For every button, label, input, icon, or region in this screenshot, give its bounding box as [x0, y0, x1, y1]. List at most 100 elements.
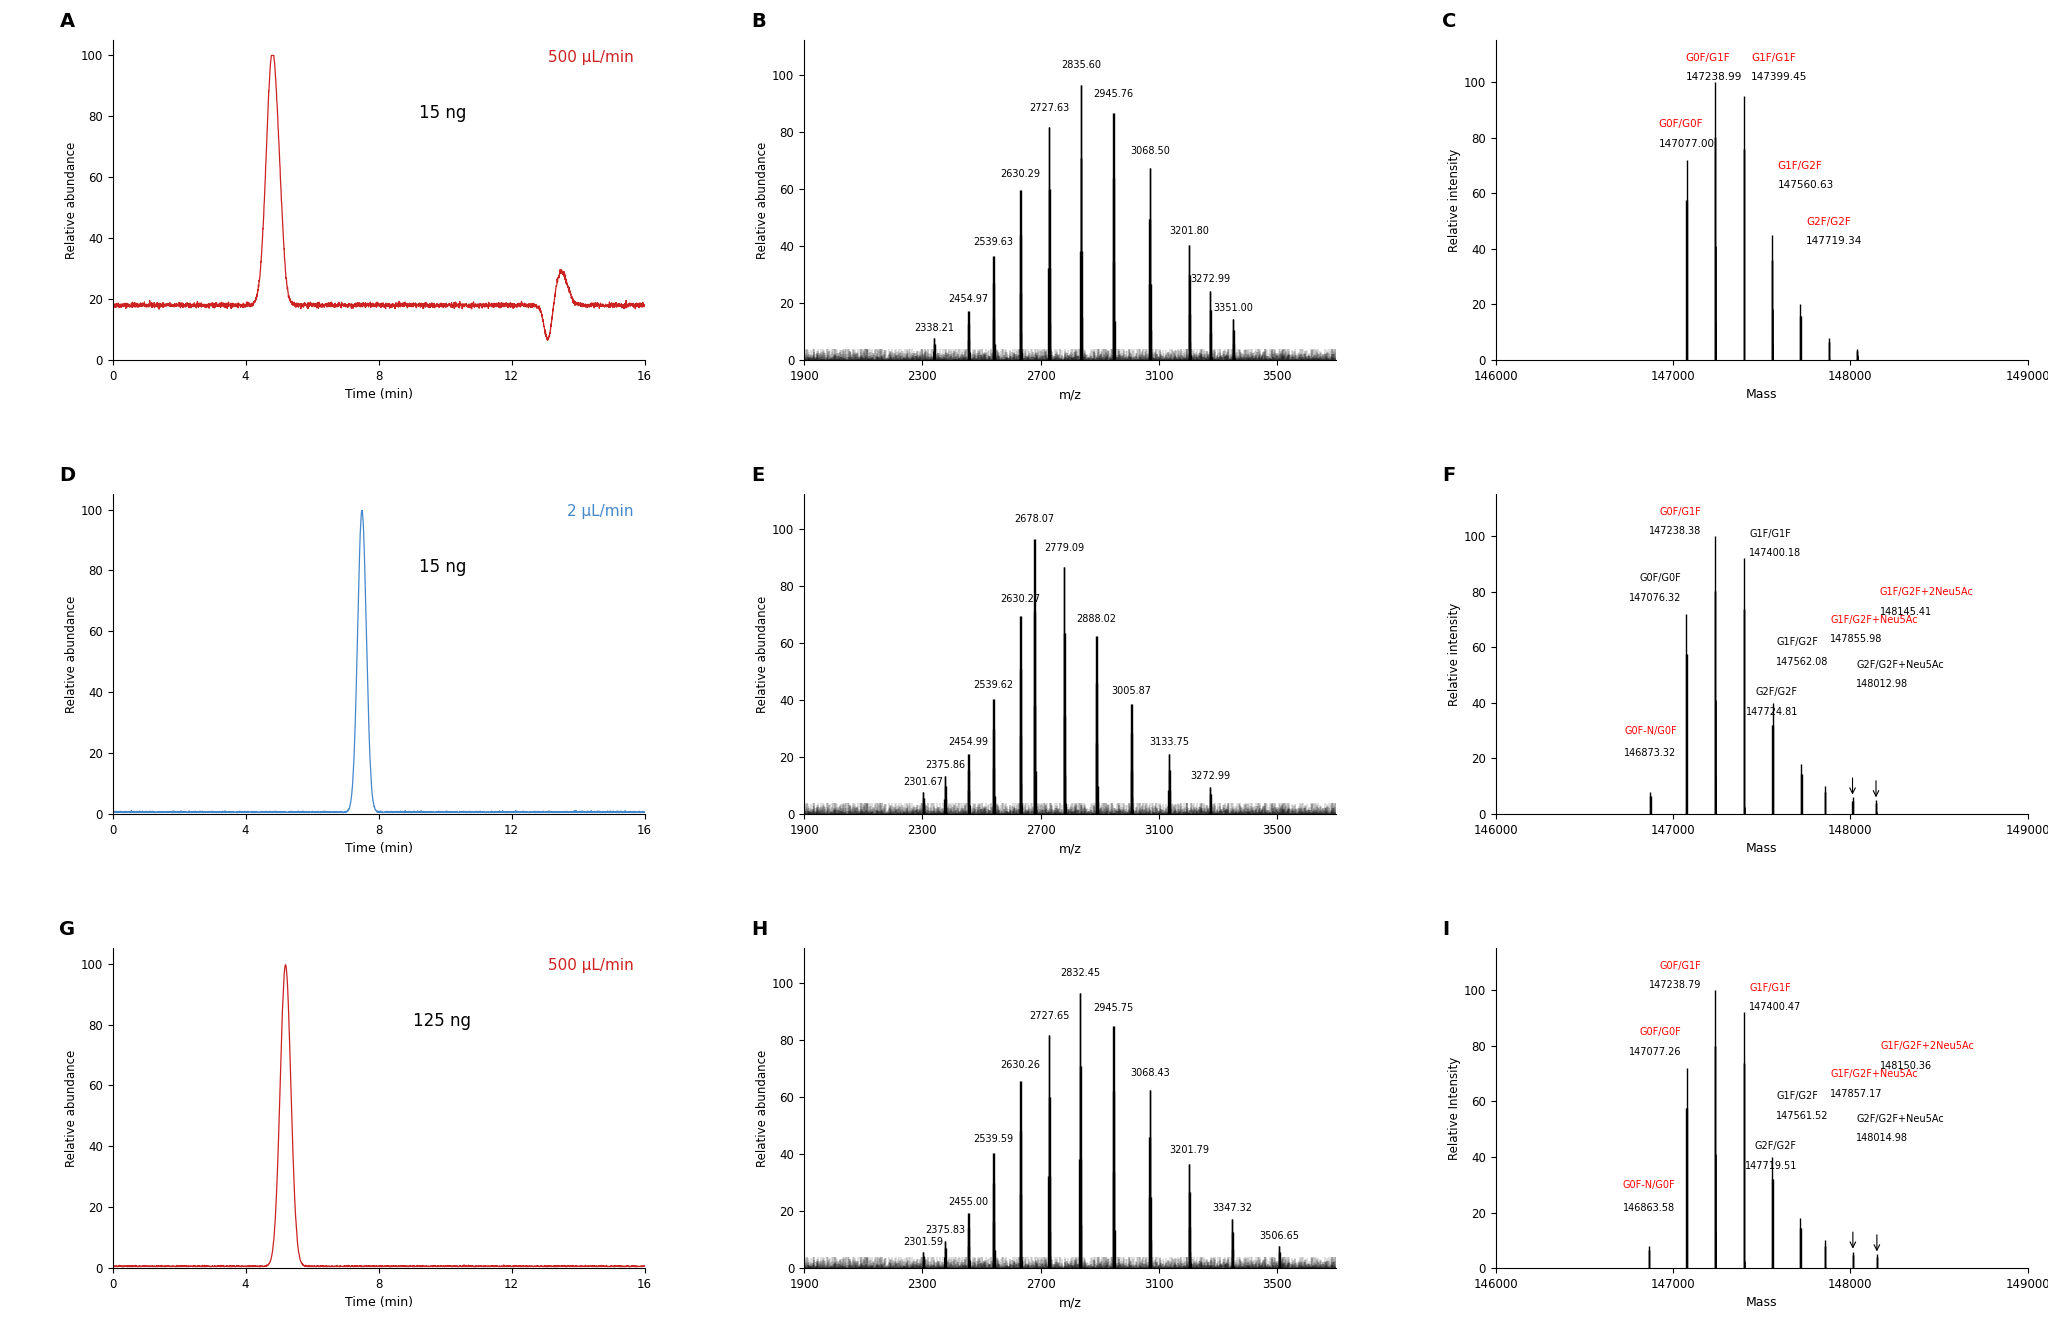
Text: 3005.87: 3005.87 — [1112, 686, 1151, 695]
Text: G1F/G2F+Neu5Ac: G1F/G2F+Neu5Ac — [1831, 615, 1917, 625]
Text: G2F/G2F: G2F/G2F — [1755, 687, 1798, 698]
Text: 2375.86: 2375.86 — [926, 760, 965, 770]
Text: G0F/G1F: G0F/G1F — [1659, 961, 1702, 970]
Text: 3347.32: 3347.32 — [1212, 1202, 1251, 1213]
Text: 2338.21: 2338.21 — [913, 323, 954, 333]
Text: 2727.63: 2727.63 — [1028, 103, 1069, 113]
Text: 2454.97: 2454.97 — [948, 294, 989, 305]
Text: 2835.60: 2835.60 — [1061, 60, 1102, 70]
Text: 2539.62: 2539.62 — [973, 680, 1014, 690]
Y-axis label: Relative abundance: Relative abundance — [66, 141, 78, 259]
X-axis label: Mass: Mass — [1745, 1296, 1778, 1310]
Text: 148145.41: 148145.41 — [1880, 607, 1931, 617]
Text: 147562.08: 147562.08 — [1776, 656, 1829, 667]
Text: 147561.52: 147561.52 — [1776, 1111, 1829, 1121]
Text: 3068.43: 3068.43 — [1130, 1068, 1169, 1079]
Text: 147077.26: 147077.26 — [1628, 1047, 1681, 1057]
Text: 2454.99: 2454.99 — [948, 737, 989, 747]
Text: G0F-N/G0F: G0F-N/G0F — [1624, 726, 1677, 737]
Text: G2F/G2F+Neu5Ac: G2F/G2F+Neu5Ac — [1855, 1114, 1944, 1123]
Text: H: H — [752, 919, 768, 939]
Text: 2630.26: 2630.26 — [999, 1060, 1040, 1070]
Text: G0F/G0F: G0F/G0F — [1640, 1028, 1681, 1037]
Text: 3351.00: 3351.00 — [1212, 303, 1253, 313]
Y-axis label: Relative abundance: Relative abundance — [756, 1049, 770, 1168]
Y-axis label: Relative abundance: Relative abundance — [756, 141, 770, 259]
Text: 2630.29: 2630.29 — [999, 169, 1040, 178]
Text: 2630.27: 2630.27 — [999, 595, 1040, 604]
Text: 147719.51: 147719.51 — [1745, 1161, 1796, 1170]
X-axis label: Mass: Mass — [1745, 388, 1778, 401]
Text: 2301.59: 2301.59 — [903, 1237, 944, 1247]
Text: E: E — [752, 466, 764, 484]
Text: 147400.18: 147400.18 — [1749, 549, 1802, 558]
Text: 3133.75: 3133.75 — [1149, 737, 1190, 747]
Text: 3272.99: 3272.99 — [1190, 274, 1231, 285]
Text: G1F/G2F+2Neu5Ac: G1F/G2F+2Neu5Ac — [1880, 1041, 1974, 1051]
Text: G1F/G1F: G1F/G1F — [1749, 529, 1790, 539]
Text: G1F/G2F+2Neu5Ac: G1F/G2F+2Neu5Ac — [1880, 588, 1974, 597]
Text: G2F/G2F: G2F/G2F — [1755, 1142, 1796, 1151]
Text: D: D — [59, 466, 76, 484]
Text: 500 μL/min: 500 μL/min — [549, 50, 635, 64]
Y-axis label: Relative Intensity: Relative Intensity — [1448, 1056, 1460, 1159]
Text: 147238.99: 147238.99 — [1686, 72, 1741, 82]
X-axis label: m/z: m/z — [1059, 388, 1081, 401]
Text: 148014.98: 148014.98 — [1855, 1133, 1909, 1143]
Y-axis label: Relative intensity: Relative intensity — [1448, 603, 1460, 706]
Y-axis label: Relative abundance: Relative abundance — [66, 596, 78, 713]
Text: G2F/G2F+Neu5Ac: G2F/G2F+Neu5Ac — [1855, 659, 1944, 670]
Text: 2945.76: 2945.76 — [1094, 89, 1135, 99]
Text: B: B — [752, 12, 766, 31]
Text: C: C — [1442, 12, 1456, 31]
Text: 146863.58: 146863.58 — [1622, 1202, 1675, 1213]
Text: 2 μL/min: 2 μL/min — [567, 505, 635, 519]
Text: G1F/G2F+Neu5Ac: G1F/G2F+Neu5Ac — [1831, 1070, 1917, 1079]
Text: 3272.99: 3272.99 — [1190, 772, 1231, 781]
Text: 15 ng: 15 ng — [418, 558, 467, 576]
Text: 3201.80: 3201.80 — [1169, 225, 1208, 236]
Text: G1F/G2F: G1F/G2F — [1778, 161, 1823, 170]
Text: G0F/G1F: G0F/G1F — [1686, 52, 1731, 63]
X-axis label: Time (min): Time (min) — [344, 388, 412, 401]
Text: G0F/G1F: G0F/G1F — [1659, 506, 1702, 517]
Text: 3506.65: 3506.65 — [1260, 1231, 1298, 1241]
Text: G0F/G0F: G0F/G0F — [1638, 573, 1681, 584]
Text: 3068.50: 3068.50 — [1130, 146, 1169, 156]
Y-axis label: Relative intensity: Relative intensity — [1448, 149, 1460, 252]
Text: 2779.09: 2779.09 — [1044, 544, 1083, 553]
Text: 147076.32: 147076.32 — [1628, 593, 1681, 603]
Text: I: I — [1442, 919, 1450, 939]
X-axis label: m/z: m/z — [1059, 1296, 1081, 1310]
Y-axis label: Relative abundance: Relative abundance — [756, 596, 770, 713]
Text: G1F/G1F: G1F/G1F — [1751, 52, 1796, 63]
Text: G1F/G2F: G1F/G2F — [1776, 1091, 1819, 1102]
Text: 125 ng: 125 ng — [414, 1012, 471, 1031]
Text: 2375.83: 2375.83 — [926, 1225, 965, 1236]
Text: 147857.17: 147857.17 — [1831, 1088, 1882, 1099]
X-axis label: Time (min): Time (min) — [344, 1296, 412, 1310]
Text: 147724.81: 147724.81 — [1745, 707, 1798, 717]
Text: A: A — [59, 12, 74, 31]
Text: G1F/G1F: G1F/G1F — [1749, 982, 1792, 993]
Text: 2455.00: 2455.00 — [948, 1197, 989, 1206]
Y-axis label: Relative abundance: Relative abundance — [66, 1049, 78, 1168]
Text: 3201.79: 3201.79 — [1169, 1146, 1208, 1155]
Text: 2832.45: 2832.45 — [1061, 969, 1100, 978]
Text: 2945.75: 2945.75 — [1094, 1002, 1135, 1013]
X-axis label: Mass: Mass — [1745, 843, 1778, 855]
Text: 2301.67: 2301.67 — [903, 777, 944, 786]
Text: 147855.98: 147855.98 — [1831, 635, 1882, 644]
Text: 147719.34: 147719.34 — [1806, 236, 1862, 246]
Text: G0F-N/G0F: G0F-N/G0F — [1622, 1181, 1675, 1190]
Text: 2727.65: 2727.65 — [1028, 1012, 1069, 1021]
Text: G2F/G2F: G2F/G2F — [1806, 216, 1851, 227]
Text: 147560.63: 147560.63 — [1778, 180, 1833, 191]
Text: 146873.32: 146873.32 — [1624, 749, 1677, 758]
X-axis label: m/z: m/z — [1059, 843, 1081, 855]
Text: 15 ng: 15 ng — [418, 105, 467, 122]
Text: F: F — [1442, 466, 1456, 484]
Text: 147238.38: 147238.38 — [1649, 526, 1702, 535]
Text: 2539.59: 2539.59 — [973, 1134, 1014, 1143]
Text: 500 μL/min: 500 μL/min — [549, 958, 635, 973]
